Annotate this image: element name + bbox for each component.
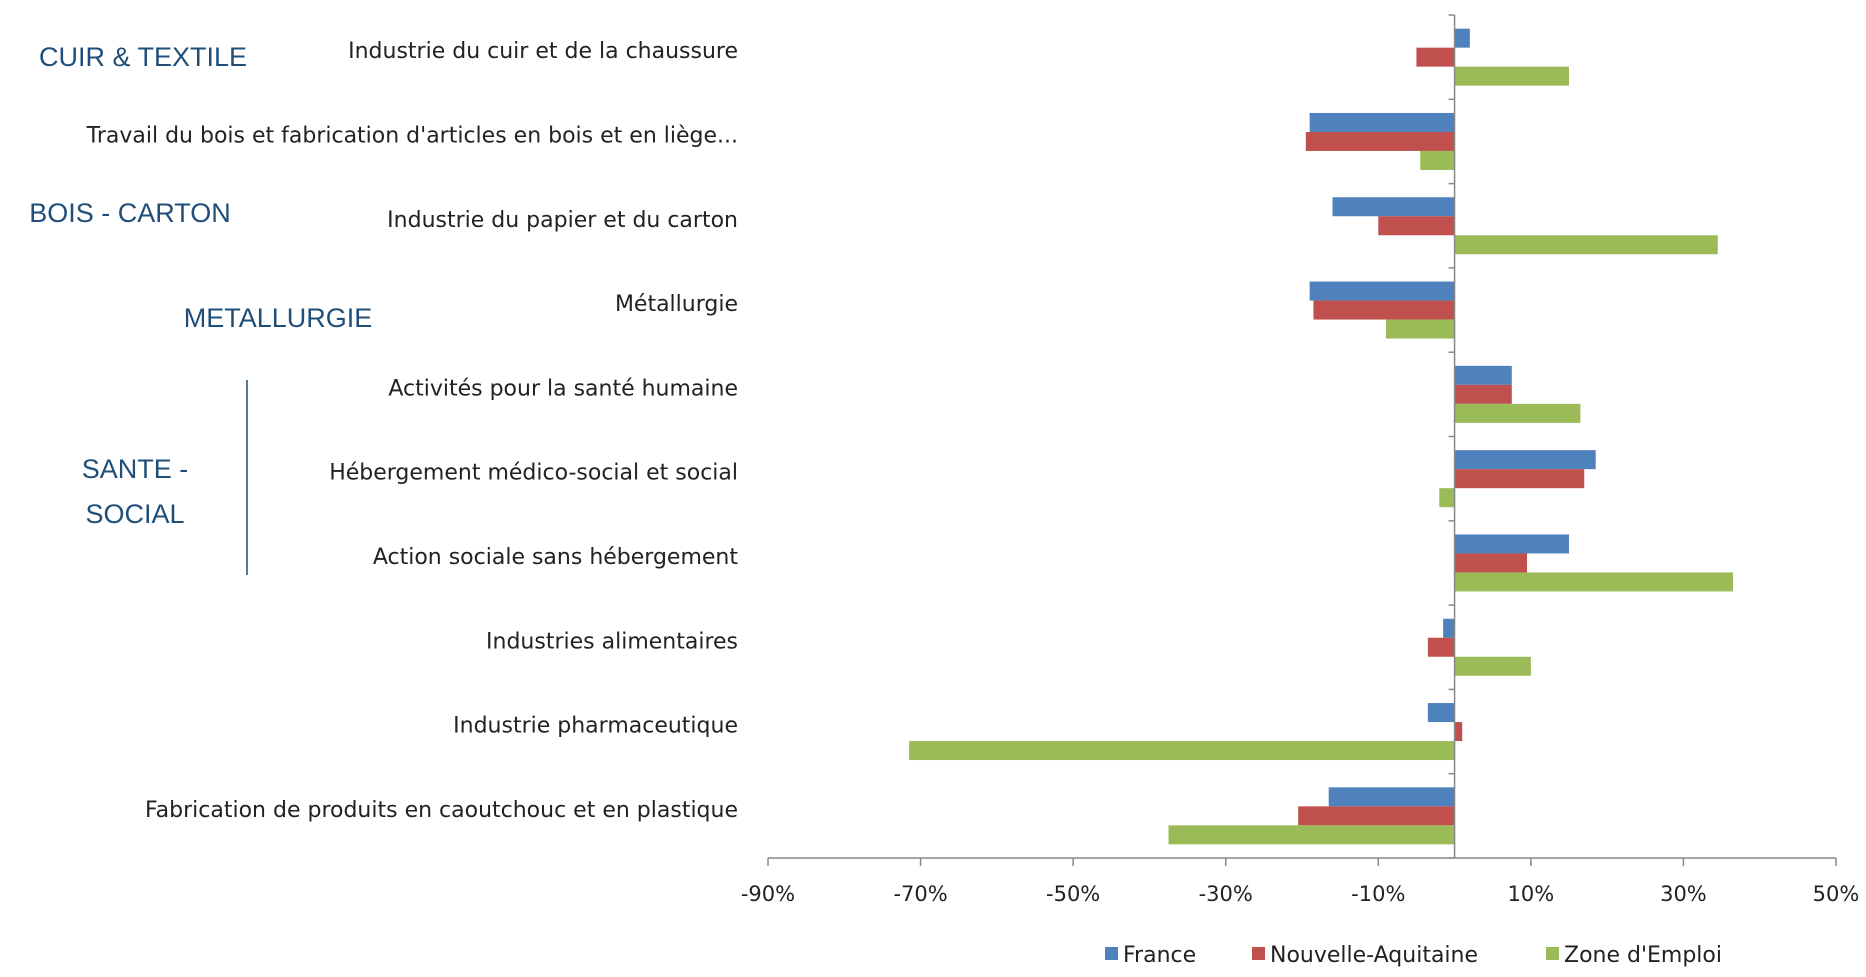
category-label: Activités pour la santé humaine xyxy=(388,376,738,401)
group-label-metal: METALLURGIE xyxy=(184,303,373,333)
bar-nouvelle-aquitaine-7 xyxy=(1427,637,1455,657)
bar-nouvelle-aquitaine-0 xyxy=(1416,47,1455,67)
group-label-cuir: CUIR & TEXTILE xyxy=(39,42,247,72)
bar-nouvelle-aquitaine-5 xyxy=(1454,469,1585,489)
category-label: Travail du bois et fabrication d'article… xyxy=(86,123,738,148)
bar-nouvelle-aquitaine-6 xyxy=(1454,553,1528,573)
group-label-bois: BOIS - CARTON xyxy=(29,198,231,228)
bar-france-7 xyxy=(1443,618,1455,638)
bar-france-8 xyxy=(1427,703,1455,723)
x-tick-label: -50% xyxy=(1046,882,1100,906)
bar-zone-d-emploi-3 xyxy=(1385,319,1455,339)
bar-nouvelle-aquitaine-9 xyxy=(1298,806,1455,826)
bar-nouvelle-aquitaine-1 xyxy=(1305,131,1455,151)
bar-france-6 xyxy=(1454,534,1569,554)
x-tick-label: -10% xyxy=(1351,882,1405,906)
category-label: Industrie du cuir et de la chaussure xyxy=(348,39,738,64)
category-label: Industrie du papier et du carton xyxy=(387,208,738,233)
bar-nouvelle-aquitaine-2 xyxy=(1378,216,1455,236)
category-label: Industries alimentaires xyxy=(486,629,738,654)
bar-zone-d-emploi-5 xyxy=(1439,488,1455,508)
group-label-sante: SANTE - xyxy=(82,454,189,484)
bar-france-1 xyxy=(1309,112,1455,132)
legend-label: France xyxy=(1123,943,1196,968)
legend-swatch-2 xyxy=(1546,947,1559,960)
bar-zone-d-emploi-2 xyxy=(1454,235,1718,255)
bar-zone-d-emploi-9 xyxy=(1168,825,1455,845)
bar-zone-d-emploi-6 xyxy=(1454,572,1734,592)
category-label: Action sociale sans hébergement xyxy=(373,545,739,570)
legend-swatch-0 xyxy=(1105,947,1118,960)
legend-label: Zone d'Emploi xyxy=(1564,943,1722,968)
bar-france-0 xyxy=(1454,28,1470,48)
x-tick-label: 30% xyxy=(1660,882,1707,906)
category-label: Métallurgie xyxy=(615,292,738,317)
bar-zone-d-emploi-7 xyxy=(1454,656,1531,676)
x-tick-label: -30% xyxy=(1199,882,1253,906)
bar-france-4 xyxy=(1454,365,1512,385)
bar-zone-d-emploi-4 xyxy=(1454,403,1581,423)
bar-france-9 xyxy=(1328,787,1455,807)
x-tick-label: -90% xyxy=(741,882,795,906)
category-label: Hébergement médico-social et social xyxy=(329,461,738,486)
category-label: Fabrication de produits en caoutchouc et… xyxy=(145,798,738,823)
x-tick-label: 50% xyxy=(1813,882,1860,906)
bar-zone-d-emploi-8 xyxy=(909,741,1455,761)
category-label: Industrie pharmaceutique xyxy=(453,714,738,739)
bar-zone-d-emploi-0 xyxy=(1454,66,1569,86)
bar-zone-d-emploi-1 xyxy=(1420,150,1455,170)
group-label-sante: SOCIAL xyxy=(85,499,184,529)
legend-swatch-1 xyxy=(1252,947,1265,960)
bar-nouvelle-aquitaine-8 xyxy=(1454,722,1463,742)
bar-nouvelle-aquitaine-3 xyxy=(1313,300,1455,320)
bar-nouvelle-aquitaine-4 xyxy=(1454,384,1512,404)
bar-france-2 xyxy=(1332,197,1455,217)
legend-label: Nouvelle-Aquitaine xyxy=(1270,943,1478,968)
x-tick-label: 10% xyxy=(1508,882,1555,906)
bar-france-5 xyxy=(1454,450,1596,470)
bar-france-3 xyxy=(1309,281,1455,301)
x-tick-label: -70% xyxy=(893,882,947,906)
